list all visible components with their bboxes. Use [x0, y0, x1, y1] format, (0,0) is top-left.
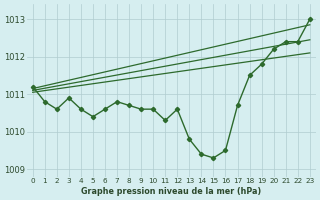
X-axis label: Graphe pression niveau de la mer (hPa): Graphe pression niveau de la mer (hPa) [81, 187, 261, 196]
